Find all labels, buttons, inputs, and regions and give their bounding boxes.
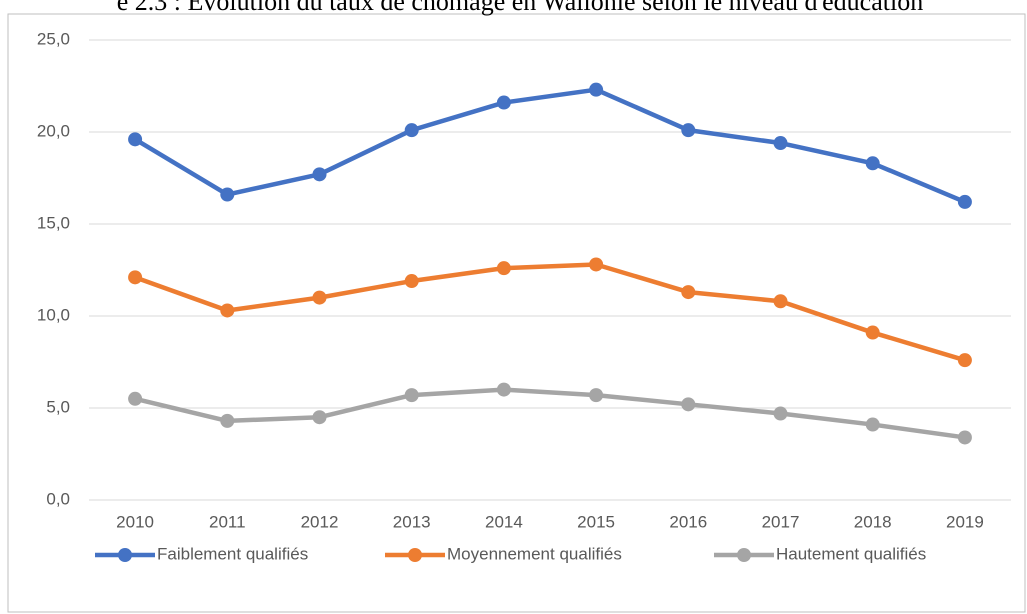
legend-label: Faiblement qualifiés — [157, 544, 308, 563]
point — [865, 156, 880, 171]
point — [404, 388, 419, 403]
x-tick-label: 2017 — [762, 512, 800, 531]
point — [496, 382, 511, 397]
point — [312, 410, 327, 425]
x-tick-label: 2013 — [393, 512, 431, 531]
point — [681, 123, 696, 138]
x-tick-label: 2010 — [116, 512, 154, 531]
y-tick-label: 25,0 — [37, 29, 70, 48]
point — [589, 388, 604, 403]
point — [128, 132, 143, 147]
point — [496, 261, 511, 276]
x-tick-label: 2012 — [301, 512, 339, 531]
point — [589, 257, 604, 272]
series-line — [133, 87, 966, 204]
series-line — [134, 262, 966, 363]
point — [865, 417, 880, 432]
legend-marker — [408, 548, 422, 562]
legend-marker — [118, 548, 132, 562]
chart-frame — [7, 13, 1026, 613]
point — [957, 430, 972, 445]
y-tick-label: 10,0 — [37, 305, 70, 324]
series-line — [134, 387, 966, 440]
point — [496, 95, 511, 110]
point — [220, 187, 235, 202]
x-tick-label: 2015 — [577, 512, 615, 531]
point — [220, 413, 235, 428]
point — [773, 294, 788, 309]
y-tick-label: 15,0 — [37, 213, 70, 232]
x-tick-label: 2011 — [209, 512, 246, 531]
point — [681, 285, 696, 300]
x-tick-label: 2014 — [485, 512, 523, 531]
legend-label: Moyennement qualifiés — [447, 544, 622, 563]
x-tick-label: 2018 — [854, 512, 892, 531]
point — [957, 194, 972, 209]
point — [589, 82, 604, 97]
point — [128, 270, 143, 285]
x-tick-label: 2019 — [946, 512, 984, 531]
point — [312, 290, 327, 305]
point — [865, 325, 880, 340]
y-tick-label: 0,0 — [46, 489, 70, 508]
point — [404, 123, 419, 138]
y-tick-label: 20,0 — [37, 121, 70, 140]
point — [773, 136, 788, 151]
point — [957, 353, 972, 368]
chart-title: e 2.3 : Évolution du taux de chômage en … — [117, 0, 923, 16]
point — [773, 406, 788, 421]
point — [312, 167, 327, 182]
legend-marker — [737, 548, 751, 562]
point — [220, 303, 235, 318]
legend-label: Hautement qualifiés — [776, 544, 926, 563]
point — [128, 391, 143, 406]
point — [404, 274, 419, 289]
point — [681, 397, 696, 412]
x-tick-label: 2016 — [669, 512, 707, 531]
y-tick-label: 5,0 — [46, 397, 70, 416]
